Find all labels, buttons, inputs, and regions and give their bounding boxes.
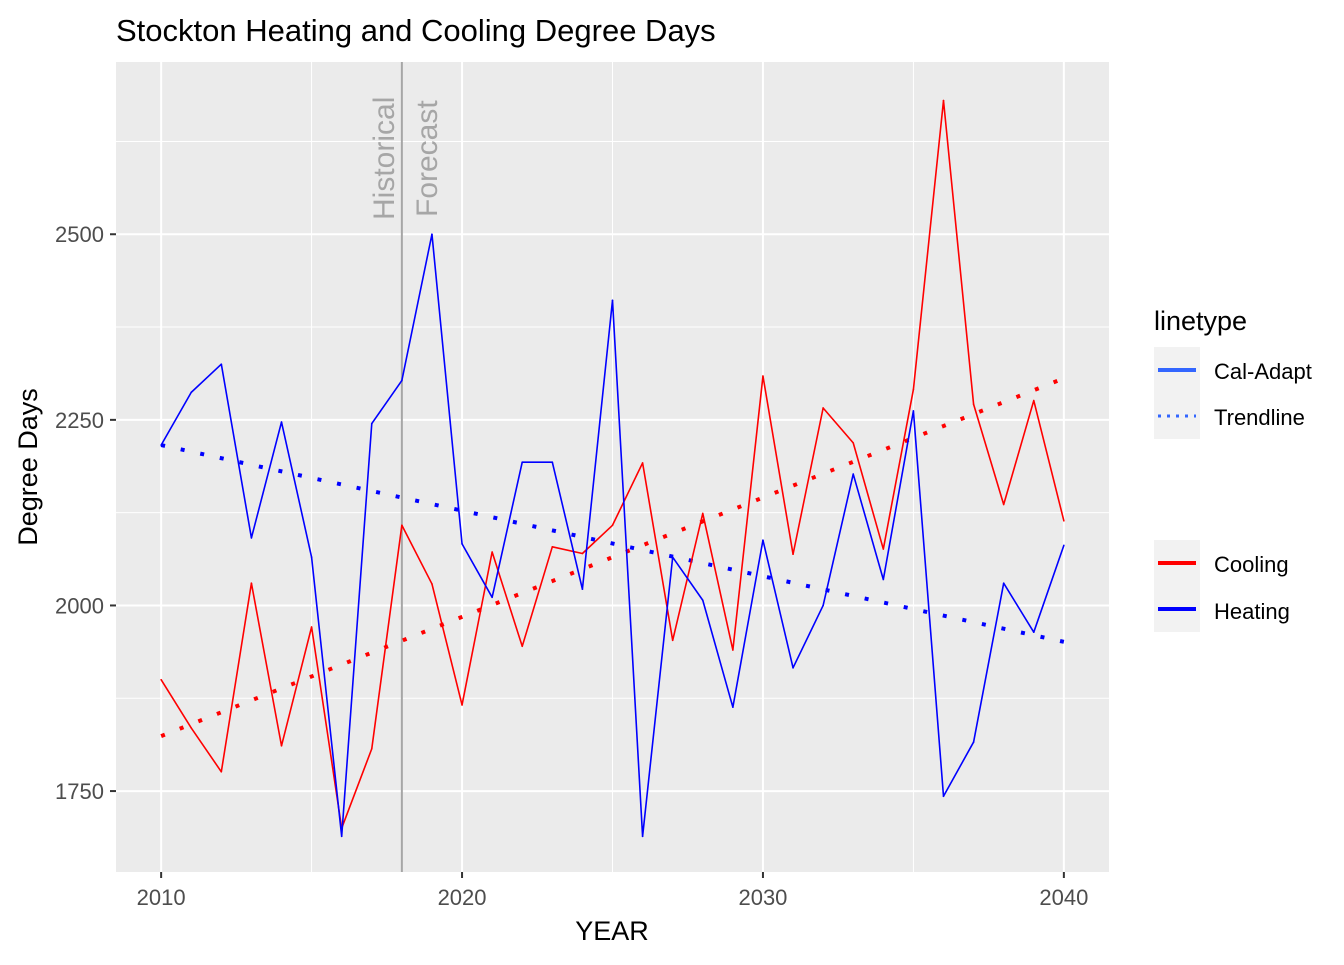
legend-label-cal-adapt: Cal-Adapt: [1214, 359, 1312, 384]
data-point-cooling: [280, 744, 283, 747]
data-point-heating: [611, 299, 614, 302]
period-annotation: Historical Forecast: [368, 62, 444, 872]
data-point-cooling: [190, 727, 193, 729]
data-point-heating: [220, 363, 223, 365]
data-point-cooling: [551, 546, 554, 548]
data-point-cooling: [822, 407, 824, 409]
data-point-heating: [671, 556, 674, 559]
data-point-heating: [190, 391, 193, 394]
x-axis: 2010 2020 2030 2040: [137, 872, 1088, 910]
trendline-heating: [160, 443, 1065, 644]
chart-title: Stockton Heating and Cooling Degree Days: [116, 13, 716, 48]
y-axis-label: Degree Days: [13, 388, 43, 546]
data-point-heating: [280, 421, 283, 423]
y-tick-label: 1750: [55, 779, 104, 804]
y-axis: 1750 2000 2250 2500: [55, 222, 116, 804]
data-point-heating: [1002, 582, 1005, 584]
data-point-cooling: [220, 770, 223, 773]
data-point-heating: [822, 604, 824, 607]
data-point-cooling: [1002, 503, 1005, 506]
data-point-heating: [762, 539, 764, 541]
data-point-cooling: [461, 704, 463, 706]
data-point-cooling: [641, 462, 644, 464]
data-point-heating: [581, 588, 584, 590]
data-point-cooling: [581, 552, 584, 555]
trendlines: [160, 376, 1065, 738]
data-point-heating: [310, 556, 313, 559]
trendline-cooling: [160, 376, 1065, 738]
y-tick-label: 2250: [55, 408, 104, 433]
data-point-heating: [551, 461, 554, 463]
data-point-cooling: [942, 99, 945, 102]
data-point-heating: [340, 835, 343, 838]
data-point-heating: [792, 667, 794, 669]
legend: linetype Cal-Adapt Trendline Cooling Hea…: [1154, 306, 1312, 632]
data-point-cooling: [1032, 399, 1035, 402]
legend-title: linetype: [1154, 306, 1247, 336]
data-point-heating: [491, 596, 493, 599]
data-point-cooling: [671, 639, 674, 642]
data-point-cooling: [310, 626, 313, 628]
data-point-cooling: [912, 388, 915, 391]
legend-label-cooling: Cooling: [1214, 552, 1289, 577]
data-point-heating: [882, 578, 885, 581]
data-point-heating: [1032, 631, 1035, 633]
data-point-heating: [732, 706, 734, 708]
data-point-heating: [160, 444, 162, 446]
data-point-cooling: [160, 678, 162, 681]
data-point-cooling: [491, 551, 493, 553]
data-point-cooling: [1063, 520, 1065, 522]
data-point-cooling: [250, 582, 253, 584]
data-point-cooling: [521, 645, 524, 648]
historical-label: Historical: [368, 97, 401, 220]
data-point-heating: [250, 537, 253, 539]
data-point-cooling: [852, 442, 855, 444]
y-tick-label: 2000: [55, 593, 104, 618]
data-point-cooling: [882, 548, 885, 550]
data-point-cooling: [611, 524, 614, 527]
data-point-heating: [401, 379, 403, 382]
x-axis-label: YEAR: [575, 916, 649, 946]
x-tick-label: 2010: [137, 885, 186, 910]
legend-label-trendline: Trendline: [1214, 405, 1305, 430]
x-tick-label: 2030: [738, 885, 787, 910]
x-tick-label: 2020: [438, 885, 487, 910]
data-point-cooling: [732, 649, 734, 651]
data-point-heating: [641, 835, 644, 838]
data-point-heating: [701, 599, 704, 602]
x-tick-label: 2040: [1039, 885, 1088, 910]
data-point-cooling: [792, 553, 794, 556]
series-lines: [160, 99, 1065, 838]
data-point-cooling: [370, 747, 373, 750]
data-point-heating: [942, 795, 945, 798]
data-point-heating: [370, 422, 373, 425]
data-point-cooling: [431, 583, 433, 585]
data-point-cooling: [972, 403, 975, 406]
data-point-heating: [431, 233, 433, 236]
data-point-heating: [912, 410, 915, 412]
data-point-heating: [972, 741, 975, 743]
y-tick-label: 2500: [55, 222, 104, 247]
data-point-cooling: [762, 375, 764, 377]
forecast-label: Forecast: [411, 100, 444, 217]
legend-label-heating: Heating: [1214, 599, 1290, 624]
data-point-cooling: [701, 512, 704, 515]
grid: [116, 62, 1109, 872]
data-point-heating: [852, 473, 855, 475]
data-point-heating: [1063, 544, 1065, 547]
data-point-heating: [461, 543, 463, 545]
data-point-cooling: [401, 524, 403, 527]
data-point-heating: [521, 461, 524, 463]
